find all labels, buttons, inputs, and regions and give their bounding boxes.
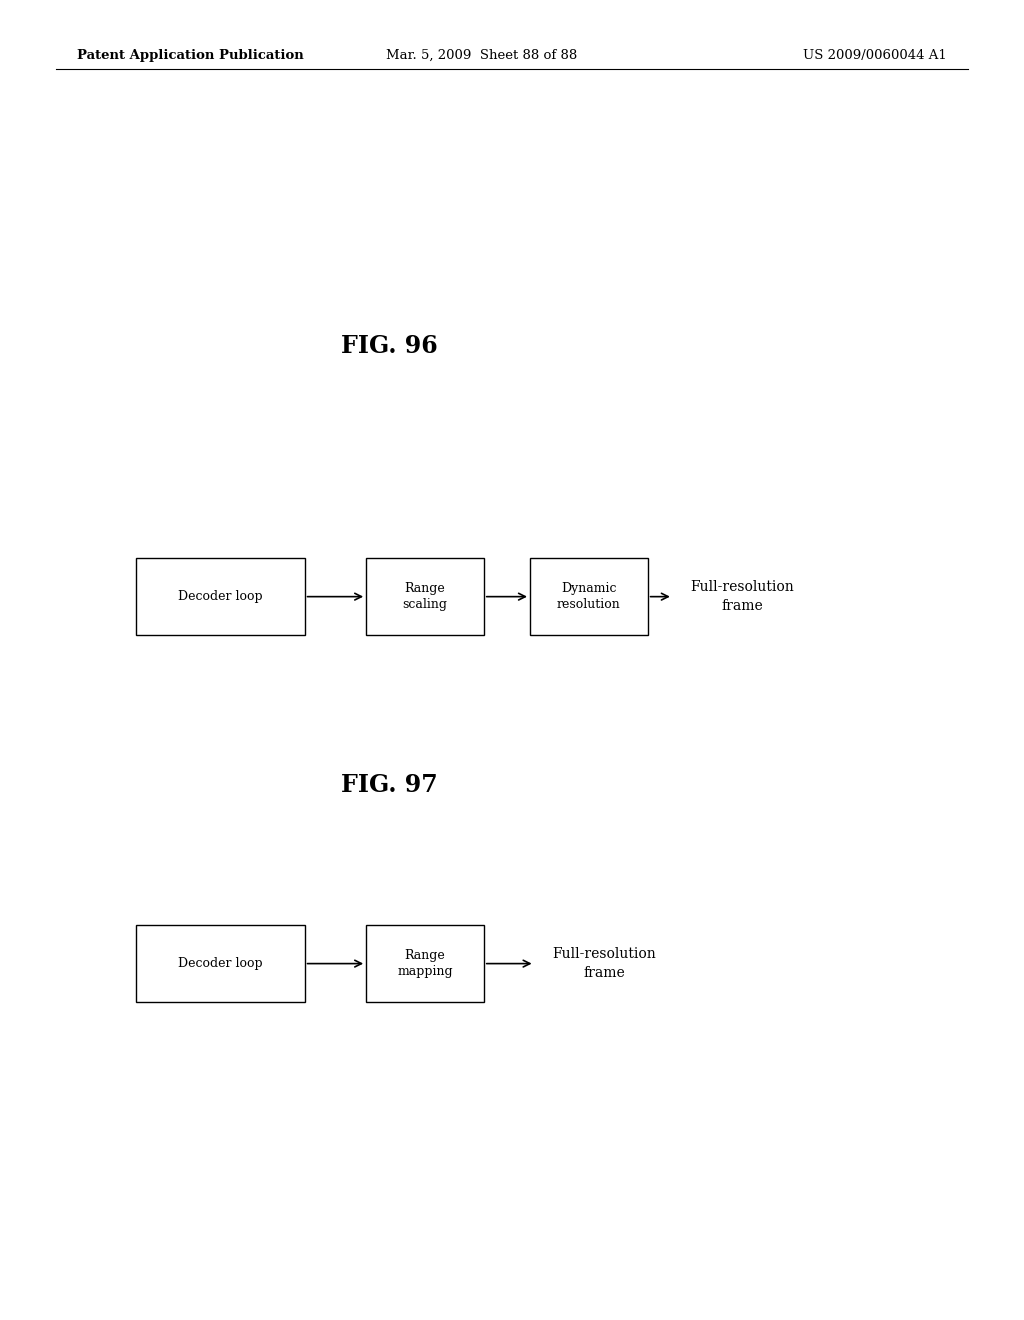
Bar xyxy=(135,925,305,1002)
Bar xyxy=(135,558,305,635)
Bar xyxy=(530,558,647,635)
Text: Range
scaling: Range scaling xyxy=(402,582,447,611)
Text: Full-resolution
frame: Full-resolution frame xyxy=(690,581,795,612)
Bar xyxy=(367,925,483,1002)
Text: Mar. 5, 2009  Sheet 88 of 88: Mar. 5, 2009 Sheet 88 of 88 xyxy=(386,49,577,62)
Text: FIG. 96: FIG. 96 xyxy=(341,334,437,358)
Text: Full-resolution
frame: Full-resolution frame xyxy=(552,948,656,979)
Text: FIG. 97: FIG. 97 xyxy=(341,774,437,797)
Text: Dynamic
resolution: Dynamic resolution xyxy=(557,582,621,611)
Text: Decoder loop: Decoder loop xyxy=(178,590,262,603)
Text: US 2009/0060044 A1: US 2009/0060044 A1 xyxy=(804,49,947,62)
Text: Range
mapping: Range mapping xyxy=(397,949,453,978)
Text: Decoder loop: Decoder loop xyxy=(178,957,262,970)
Text: Patent Application Publication: Patent Application Publication xyxy=(77,49,303,62)
Bar xyxy=(367,558,483,635)
